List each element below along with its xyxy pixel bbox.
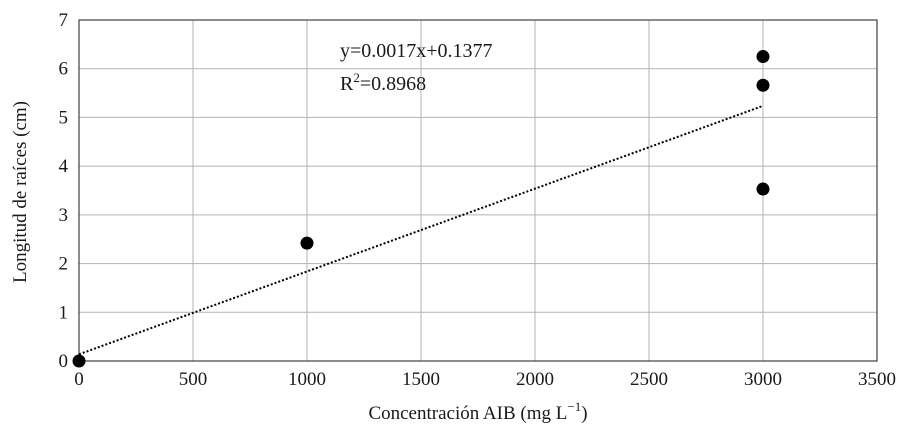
x-tick-label: 500 — [179, 369, 208, 390]
y-tick-label: 6 — [59, 59, 69, 80]
x-axis-ticks: 0 500 1000 1500 2000 2500 3000 3500 — [74, 369, 896, 390]
data-point — [72, 354, 86, 368]
x-tick-label: 3000 — [744, 369, 782, 390]
y-tick-label: 5 — [59, 107, 69, 128]
x-axis-title: Concentración AIB (mg L−1) — [368, 399, 587, 424]
data-point — [300, 236, 314, 250]
y-axis-title: Longitud de raíces (cm) — [10, 101, 31, 283]
y-tick-label: 4 — [59, 156, 69, 177]
y-tick-label: 2 — [59, 254, 69, 275]
trendline — [78, 104, 764, 356]
grid-lines — [78, 19, 878, 362]
data-point — [756, 78, 770, 92]
x-tick-label: 3500 — [858, 369, 896, 390]
y-tick-label: 3 — [59, 205, 69, 226]
y-axis-ticks: 0 1 2 3 4 5 6 7 — [59, 10, 69, 372]
x-tick-label: 2000 — [516, 369, 554, 390]
data-point — [756, 182, 770, 196]
data-point — [756, 50, 770, 64]
x-tick-label: 1000 — [288, 369, 326, 390]
y-tick-label: 0 — [59, 351, 69, 372]
plot-frame — [78, 19, 878, 362]
r-squared-label: R2=0.8968 — [340, 70, 426, 95]
x-tick-label: 0 — [74, 369, 84, 390]
x-tick-label: 1500 — [402, 369, 440, 390]
data-points — [72, 50, 770, 368]
y-tick-label: 7 — [59, 10, 69, 31]
y-tick-label: 1 — [59, 302, 69, 323]
x-tick-label: 2500 — [630, 369, 668, 390]
trendline-equation: y=0.0017x+0.1377 — [340, 40, 493, 62]
